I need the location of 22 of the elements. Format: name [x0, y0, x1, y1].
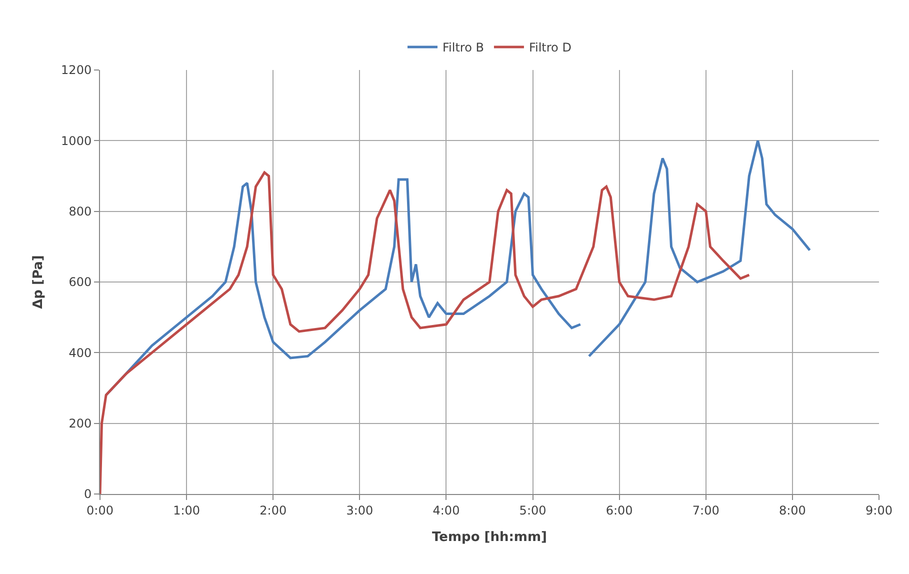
x-tick-label: 8:00 [778, 503, 806, 518]
y-tick-label: 600 [68, 275, 92, 290]
y-tick-label: 400 [68, 346, 92, 360]
line-series [100, 171, 750, 494]
y-tick-label: 200 [68, 416, 92, 431]
x-tick-label: 6:00 [606, 503, 633, 518]
x-tick-label: 0:00 [86, 503, 114, 518]
x-axis-title: Tempo [hh:mm] [432, 530, 547, 545]
x-tick-label: 7:00 [692, 503, 720, 518]
x-tick-label: 2:00 [260, 503, 287, 518]
y-tick-label: 800 [68, 204, 92, 219]
x-tick-label: 3:00 [346, 503, 374, 518]
y-axis-title: Δp [Pa] [31, 255, 46, 309]
legend-label: Filtro D [528, 40, 572, 55]
y-tick-label: 1000 [61, 134, 92, 148]
x-tick-label: 1:00 [173, 503, 200, 518]
x-tick-label: 9:00 [866, 503, 892, 518]
x-tick-label: 5:00 [519, 503, 546, 518]
y-tick-label: 0 [84, 487, 92, 502]
legend-label: Filtro B [442, 40, 484, 55]
y-tick-label: 1200 [61, 63, 92, 78]
x-tick-label: 4:00 [432, 503, 460, 518]
